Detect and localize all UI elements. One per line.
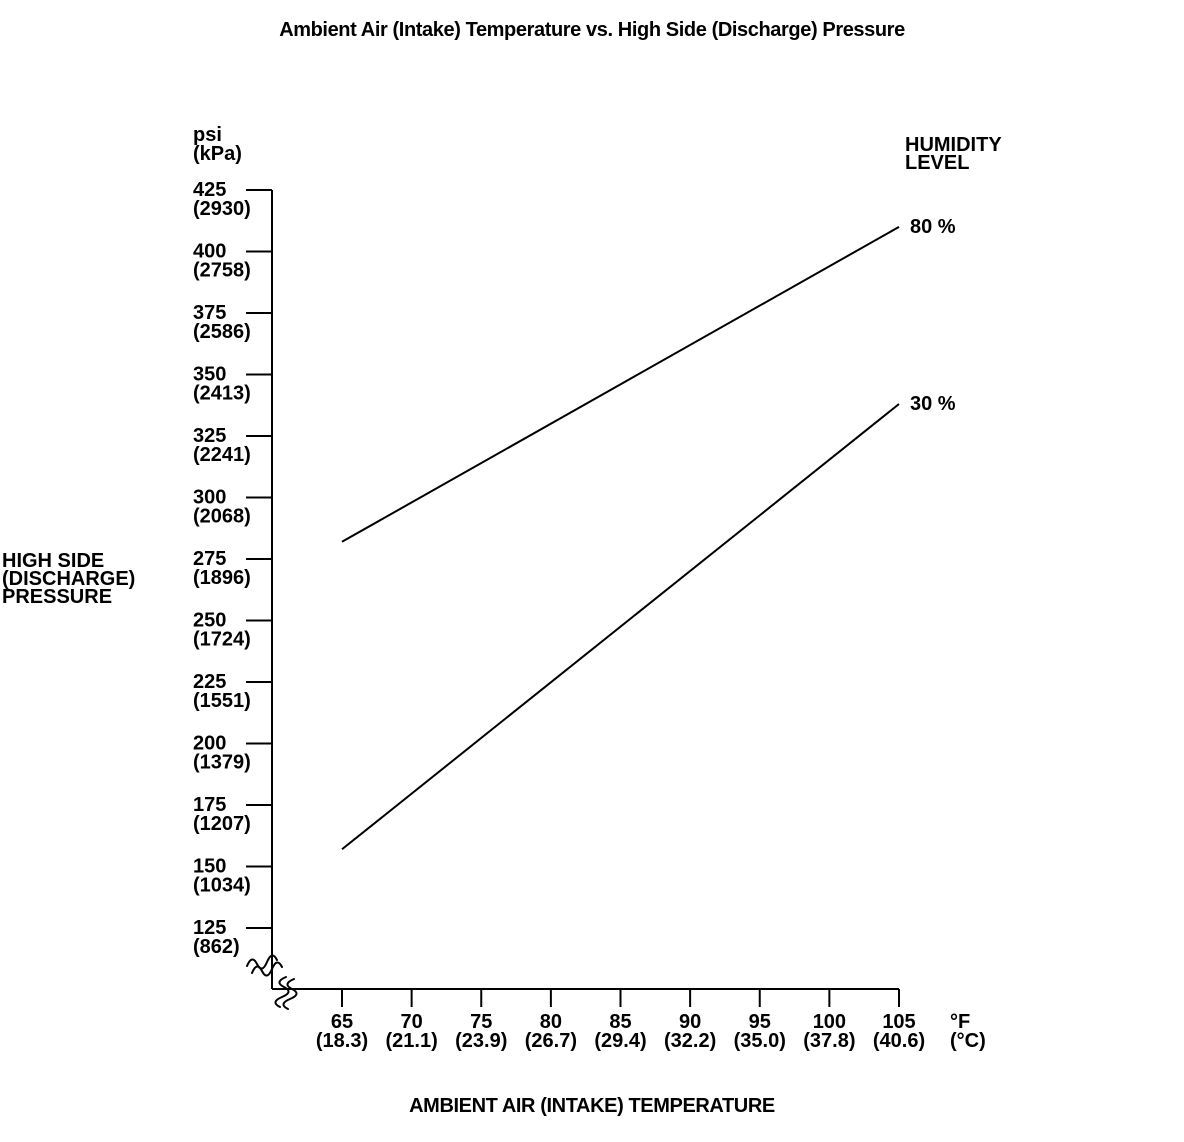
y-tick-label: 275 (1896) — [193, 548, 251, 589]
y-tick-label: 175 (1207) — [193, 794, 251, 835]
x-tick-label: 90 (32.2) — [664, 1011, 716, 1052]
series-line-80 — [341, 226, 900, 543]
y-tick-label: 250 (1724) — [193, 610, 251, 651]
x-tick-label: 75 (23.9) — [455, 1011, 507, 1052]
y-tick-label: 125 (862) — [193, 917, 240, 958]
y-axis-title-line: PRESSURE — [2, 586, 113, 608]
y-axis-unit-label: psi (kPa) — [193, 124, 242, 165]
y-tick-label: 225 (1551) — [193, 671, 251, 712]
x-axis-break-icon — [274, 976, 290, 1008]
y-tick-label: 425 (2930) — [193, 179, 251, 220]
x-tick-label: 65 (18.3) — [316, 1011, 368, 1052]
y-tick-label: 350 (2413) — [193, 364, 251, 405]
x-tick-label: 85 (29.4) — [594, 1011, 646, 1052]
series-line-30 — [341, 403, 900, 851]
y-tick-label: 375 (2586) — [193, 302, 251, 343]
x-tick-label: 105 (40.6) — [873, 1011, 925, 1052]
x-axis-title: AMBIENT AIR (INTAKE) TEMPERATURE — [409, 1095, 775, 1117]
y-axis-break-icon — [246, 954, 278, 970]
x-axis-unit-label: °F (°C) — [950, 1011, 986, 1052]
chart-title: Ambient Air (Intake) Temperature vs. Hig… — [279, 19, 905, 41]
x-tick-label: 70 (21.1) — [386, 1011, 438, 1052]
x-tick-label: 100 (37.8) — [803, 1011, 855, 1052]
legend-title-line: HUMIDITY — [905, 134, 1002, 156]
y-tick-label: 200 (1379) — [193, 733, 251, 774]
y-tick-label: 400 (2758) — [193, 241, 251, 282]
y-tick-label: 150 (1034) — [193, 856, 251, 897]
x-tick-label: 95 (35.0) — [734, 1011, 786, 1052]
y-tick-label: 325 (2241) — [193, 425, 251, 466]
y-axis-title-line: (DISCHARGE) — [2, 568, 136, 590]
y-tick-label: 300 (2068) — [193, 487, 251, 528]
y-axis-break-icon — [251, 961, 283, 977]
x-axis-break-icon — [282, 978, 298, 1010]
series-label-30: 30 % — [910, 393, 956, 415]
legend-title-line: LEVEL — [905, 152, 970, 174]
x-tick-label: 80 (26.7) — [525, 1011, 577, 1052]
y-axis-title-line: HIGH SIDE — [2, 550, 105, 572]
series-label-80: 80 % — [910, 216, 956, 238]
legend-title: HUMIDITY LEVEL — [905, 134, 1002, 174]
y-axis-title: HIGH SIDE (DISCHARGE) PRESSURE — [2, 550, 136, 608]
